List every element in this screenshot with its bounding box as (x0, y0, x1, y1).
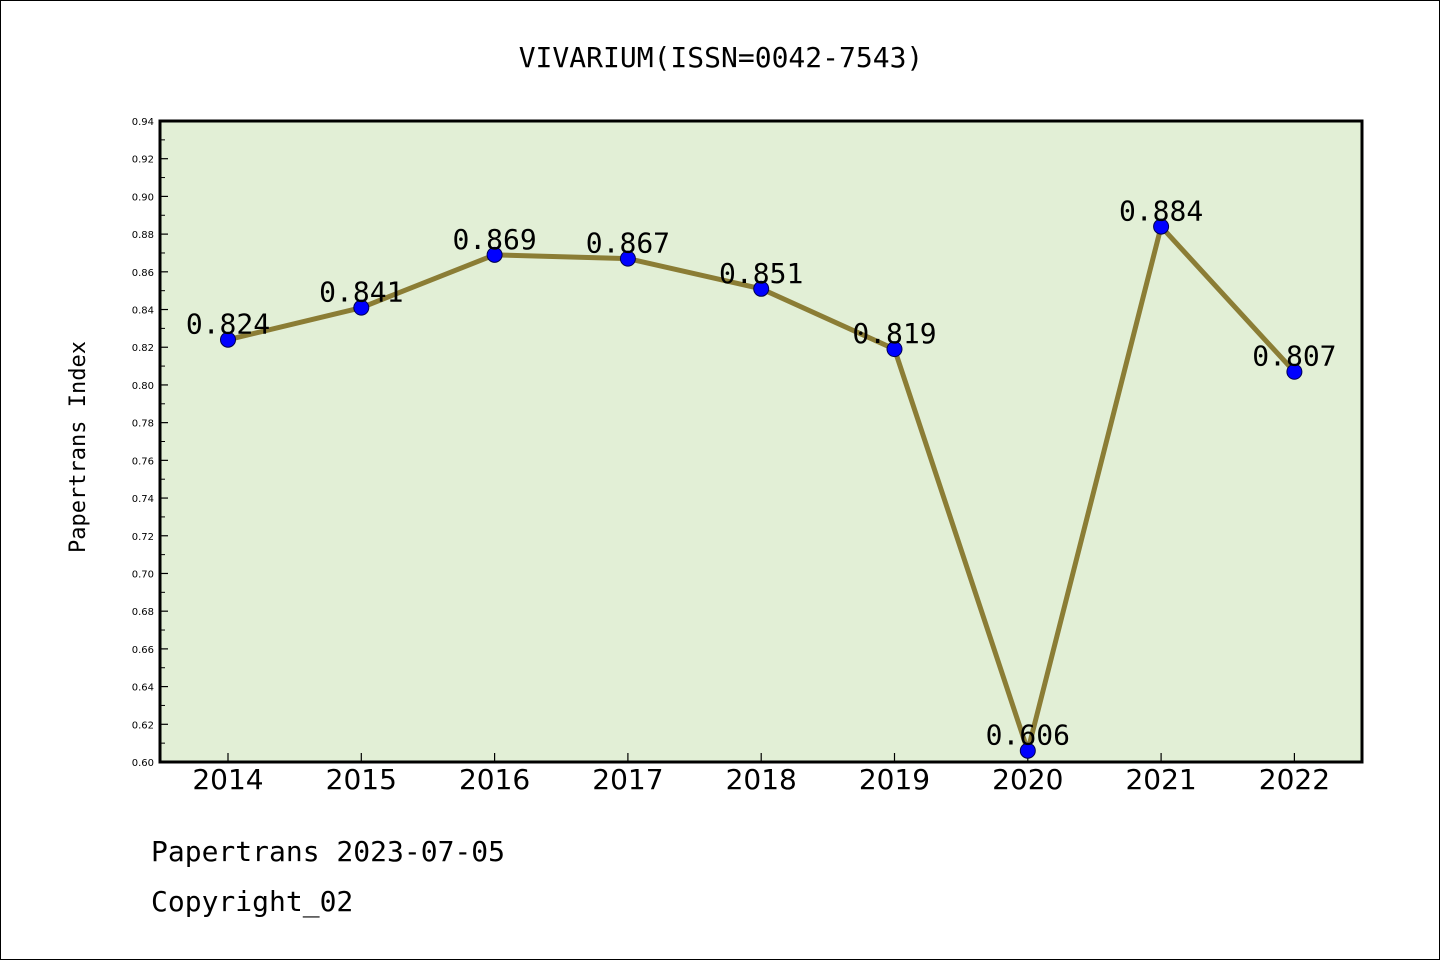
series-markers (220, 218, 1303, 759)
y-tick-label: 0.76 (132, 456, 154, 467)
x-tick-label: 2015 (326, 763, 397, 796)
data-point (886, 341, 903, 358)
data-label: 0.851 (719, 257, 803, 290)
data-label: 0.841 (319, 276, 403, 309)
y-tick-label: 0.72 (132, 532, 154, 543)
x-tick-label: 2018 (726, 763, 797, 796)
data-label: 0.807 (1252, 340, 1336, 373)
data-point (1019, 742, 1036, 759)
y-tick-label: 0.66 (132, 645, 154, 656)
x-tick-label: 2019 (859, 763, 930, 796)
y-tick-label: 0.80 (132, 381, 154, 392)
y-tick-label: 0.94 (132, 117, 154, 128)
chart-title: VIVARIUM(ISSN=0042-7543) (519, 41, 924, 74)
y-tick-label: 0.84 (132, 306, 154, 317)
data-label: 0.867 (586, 227, 670, 260)
y-tick-label: 0.62 (132, 720, 154, 731)
y-tick-label: 0.88 (132, 230, 154, 241)
x-axis-tick-labels: 2014 2015 2016 2017 2018 2019 2020 2021 2022 (192, 763, 1330, 796)
y-axis-tick-labels: 0.60 0.62 0.64 0.66 0.68 0.70 0.72 0.74 0.76 0.78… (132, 117, 154, 769)
data-label: 0.869 (452, 223, 536, 256)
x-tick-label: 2017 (592, 763, 663, 796)
y-axis-ticks (160, 120, 168, 763)
footer-date-text: Papertrans 2023-07-05 (151, 835, 506, 868)
x-tick-label: 2016 (459, 763, 530, 796)
x-tick-label: 2014 (192, 763, 263, 796)
data-point (220, 331, 236, 348)
data-label: 0.819 (852, 317, 936, 350)
y-tick-label: 0.78 (132, 419, 154, 430)
footer-copyright-text: Copyright_02 (151, 885, 354, 918)
x-tick-label: 2021 (1125, 763, 1196, 796)
data-point (486, 246, 503, 263)
data-label: 0.824 (186, 308, 270, 341)
data-point (1153, 218, 1170, 235)
y-tick-label: 0.70 (132, 569, 154, 580)
y-tick-label: 0.64 (132, 683, 154, 694)
data-labels: 0.824 0.841 0.869 0.867 0.851 0.819 0.606 0.884… (186, 195, 1337, 752)
y-tick-label: 0.60 (132, 758, 154, 769)
x-tick-label: 2020 (992, 763, 1063, 796)
data-point (619, 250, 636, 267)
data-label: 0.884 (1119, 195, 1203, 228)
data-point (1286, 363, 1303, 380)
y-tick-label: 0.74 (132, 494, 154, 505)
y-axis-label: Papertrans Index (66, 341, 91, 553)
y-tick-label: 0.68 (132, 607, 154, 618)
x-tick-label: 2022 (1259, 763, 1330, 796)
data-label: 0.606 (986, 719, 1070, 752)
data-point (353, 299, 370, 316)
y-tick-label: 0.82 (132, 343, 154, 354)
y-tick-label: 0.86 (132, 268, 154, 279)
y-tick-label: 0.92 (132, 155, 154, 166)
data-point (753, 280, 770, 297)
y-tick-label: 0.90 (132, 192, 154, 203)
